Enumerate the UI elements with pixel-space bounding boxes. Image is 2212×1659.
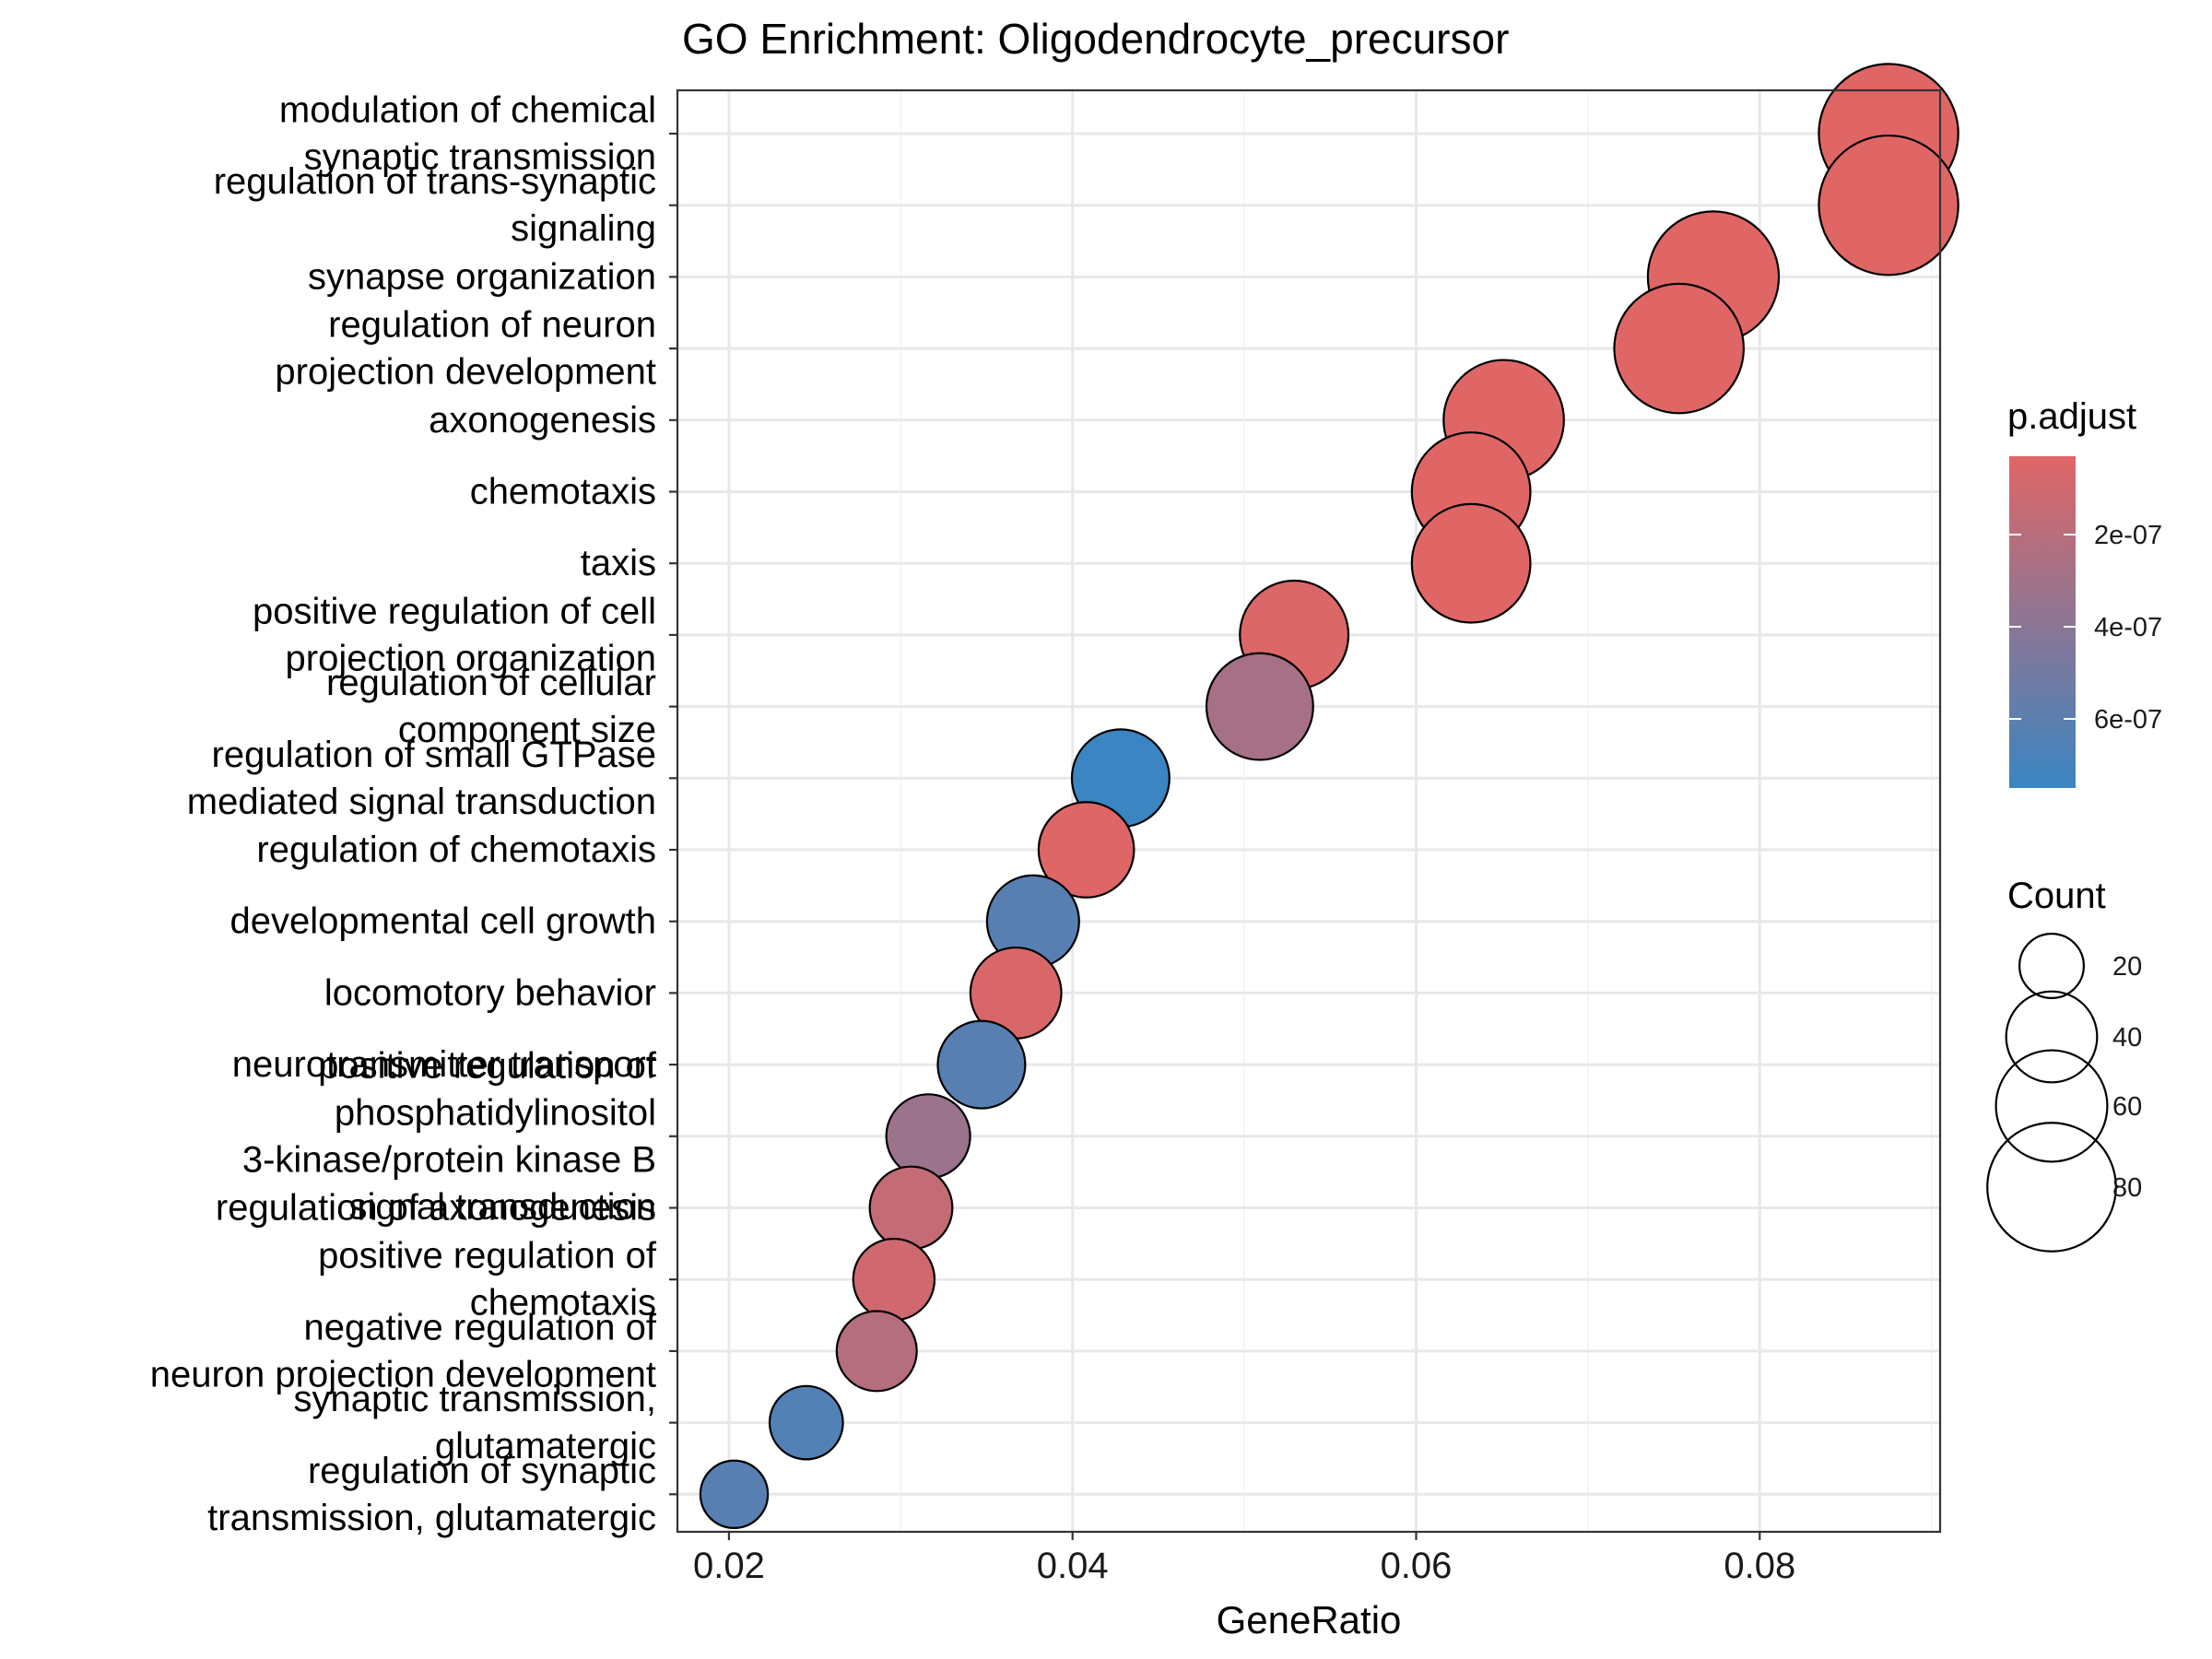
y-tick-label: modulation of chemical: [279, 90, 656, 131]
data-point: [852, 1237, 936, 1322]
size-legend: Count 20 40 60 80: [1986, 876, 2142, 1253]
size-legend-circle: [1994, 1049, 2109, 1163]
color-legend-title: p.adjust: [2007, 396, 2136, 437]
y-tick-label: regulation of synaptic: [308, 1451, 656, 1491]
y-tick-label: regulation of cellular: [326, 663, 656, 703]
y-tick-label: developmental cell growth: [230, 901, 656, 942]
size-legend-items: 20 40 60 80: [1986, 933, 2142, 1253]
data-point: [1205, 652, 1314, 761]
color-legend-tick-label: 6e-07: [2094, 705, 2162, 735]
plot-panel: [676, 63, 1959, 1534]
y-tick-label: positive regulation of: [318, 1045, 657, 1086]
x-tick-label: 0.02: [693, 1546, 765, 1586]
color-legend-tick-label: 4e-07: [2094, 613, 2162, 642]
x-tick-label: 0.06: [1381, 1546, 1453, 1586]
x-axis: 0.02 0.04 0.06 0.08: [693, 1532, 1795, 1586]
size-legend-label: 60: [2112, 1092, 2142, 1122]
y-tick-label: negative regulation of: [304, 1307, 657, 1347]
y-tick-label: signaling: [511, 208, 656, 249]
y-tick-label: positive regulation of: [318, 1236, 657, 1277]
data-point: [1613, 282, 1745, 415]
y-tick-label: axonogenesis: [429, 400, 656, 441]
y-tick-label: regulation of trans-synaptic: [214, 161, 656, 202]
color-legend-bar: [2009, 456, 2076, 788]
y-tick-label: chemotaxis: [470, 472, 656, 512]
y-tick-label: synapse organization: [308, 256, 656, 297]
y-tick-label: synaptic transmission,: [294, 1379, 656, 1419]
y-tick-label: regulation of axonogenesis: [216, 1188, 656, 1229]
y-tick-label: glutamatergic: [435, 1426, 656, 1466]
y-tick-label: transmission, glutamatergic: [207, 1498, 656, 1538]
y-tick-label: regulation of neuron: [328, 305, 656, 346]
color-legend-ticks: 2e-07 4e-07 6e-07: [2009, 521, 2162, 735]
y-tick-label: locomotory behavior: [324, 972, 656, 1013]
data-point: [835, 1310, 918, 1393]
size-legend-circle: [2005, 990, 2099, 1084]
y-tick-label: component size: [398, 710, 656, 750]
y-tick-label: regulation of small GTPase: [212, 735, 656, 775]
data-point: [768, 1384, 844, 1461]
y-tick-label: synaptic transmission: [304, 137, 656, 178]
y-tick-label: signal transduction: [348, 1186, 656, 1227]
data-point: [1818, 134, 1959, 276]
y-tick-label: neuron projection development: [150, 1354, 656, 1394]
x-axis-title: GeneRatio: [1217, 1598, 1402, 1641]
color-legend: p.adjust 2e-07 4e-07 6e-07: [2007, 396, 2162, 788]
y-tick-label: projection development: [275, 352, 656, 393]
y-tick-label: regulation of chemotaxis: [256, 830, 656, 870]
y-tick-label: chemotaxis: [470, 1283, 656, 1324]
y-tick-label: mediated signal transduction: [187, 782, 656, 822]
y-tick-label: projection organization: [286, 638, 656, 678]
y-tick-label: 3-kinase/protein kinase B: [242, 1139, 656, 1180]
y-tick-label: positive regulation of cell: [253, 591, 656, 631]
y-axis: modulation of chemical synaptic transmiss…: [150, 90, 677, 1538]
data-point: [868, 1165, 954, 1251]
size-legend-circle: [2018, 933, 2085, 999]
y-tick-label: taxis: [581, 543, 656, 583]
data-point: [1410, 502, 1532, 624]
panel-border: [676, 88, 1942, 1534]
data-points: [699, 63, 1959, 1529]
x-tick-label: 0.04: [1037, 1546, 1109, 1586]
data-point: [936, 1019, 1027, 1110]
size-legend-label: 20: [2112, 952, 2142, 982]
size-legend-title: Count: [2007, 876, 2106, 916]
chart-title: GO Enrichment: Oligodendrocyte_precursor: [682, 15, 1509, 63]
x-tick-label: 0.08: [1724, 1546, 1795, 1586]
size-legend-circle: [1986, 1122, 2117, 1253]
data-point: [699, 1459, 770, 1529]
data-point: [1037, 801, 1135, 899]
size-legend-label: 80: [2112, 1173, 2142, 1203]
y-tick-label: neurotransmitter transport: [232, 1044, 656, 1085]
data-point: [885, 1093, 971, 1180]
y-tick-label: phosphatidylinositol: [335, 1092, 656, 1133]
size-legend-label: 40: [2112, 1023, 2142, 1053]
color-legend-tick-label: 2e-07: [2094, 521, 2162, 550]
